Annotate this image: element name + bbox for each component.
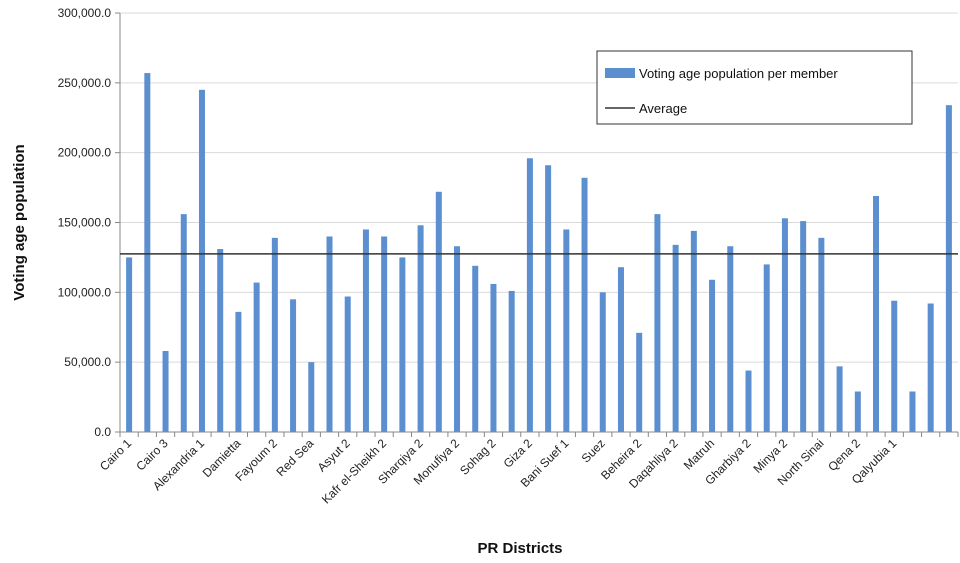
bar xyxy=(326,236,333,432)
bar xyxy=(909,391,916,432)
bar xyxy=(362,229,369,432)
bar xyxy=(271,237,278,432)
bar xyxy=(435,191,442,432)
bar xyxy=(526,158,533,432)
bar xyxy=(381,236,388,432)
bar xyxy=(672,244,679,432)
bar xyxy=(508,290,515,432)
y-axis-title: Voting age population xyxy=(11,144,28,300)
bar xyxy=(709,279,716,432)
bar xyxy=(927,303,934,432)
legend-label-bar: Voting age population per member xyxy=(639,66,838,81)
bar xyxy=(763,264,770,432)
bar xyxy=(617,267,624,432)
bar xyxy=(854,391,861,432)
bar xyxy=(290,299,297,432)
bar xyxy=(490,283,497,432)
y-tick-label: 0.0 xyxy=(94,425,111,439)
bar xyxy=(417,225,424,432)
x-tick-label: Red Sea xyxy=(273,436,316,479)
bar xyxy=(636,332,643,432)
x-tick-label: Suez xyxy=(579,436,608,465)
legend-label-average: Average xyxy=(639,101,687,116)
x-tick-label: Sohag 2 xyxy=(457,436,499,478)
y-tick-label: 50,000.0 xyxy=(64,355,111,369)
legend-box xyxy=(596,50,913,125)
bar xyxy=(873,195,880,432)
bar xyxy=(399,257,406,432)
bar xyxy=(198,89,205,433)
bar xyxy=(581,177,588,432)
bar xyxy=(945,105,952,433)
bar xyxy=(454,246,461,432)
bar xyxy=(144,73,151,432)
gridlines xyxy=(120,12,958,433)
bar xyxy=(599,292,606,432)
y-tick-label: 150,000.0 xyxy=(58,216,112,230)
bar xyxy=(891,300,898,432)
bar xyxy=(308,362,315,432)
legend-swatch-bar xyxy=(605,68,635,78)
bar xyxy=(126,257,133,432)
bar xyxy=(727,246,734,432)
bar xyxy=(818,237,825,432)
bar xyxy=(162,350,169,432)
bar xyxy=(654,214,661,432)
bar xyxy=(253,282,260,432)
bar xyxy=(217,249,224,432)
x-tick-label: Kafr el-Sheikh 2 xyxy=(319,436,390,507)
y-tick-label: 300,000.0 xyxy=(58,6,112,20)
bar xyxy=(781,218,788,432)
x-axis xyxy=(119,431,959,437)
bar xyxy=(690,230,697,432)
bar xyxy=(235,311,242,432)
y-tick-label: 250,000.0 xyxy=(58,76,112,90)
bar xyxy=(836,366,843,432)
x-tick-label: Cairo 1 xyxy=(97,436,134,473)
bar xyxy=(344,296,351,432)
legend: Voting age population per member Average xyxy=(596,50,913,125)
bar xyxy=(563,229,570,432)
x-tick-label: Giza 2 xyxy=(501,436,536,471)
y-axis-ticks: 0.0 50,000.0 100,000.0 150,000.0 200,000.0 25… xyxy=(58,6,121,439)
bar xyxy=(180,214,187,432)
x-axis-title: PR Districts xyxy=(477,540,562,557)
bars xyxy=(126,73,952,433)
bar xyxy=(745,370,752,432)
bar xyxy=(800,221,807,432)
bar xyxy=(472,265,479,432)
bar xyxy=(545,165,552,432)
y-tick-label: 200,000.0 xyxy=(58,146,112,160)
y-tick-label: 100,000.0 xyxy=(58,285,112,299)
